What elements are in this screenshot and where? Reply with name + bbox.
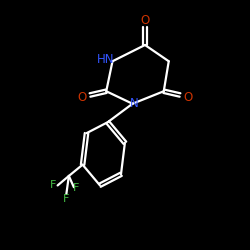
Text: O: O xyxy=(140,14,149,27)
Text: O: O xyxy=(78,91,87,104)
Text: F: F xyxy=(50,180,56,190)
Text: O: O xyxy=(183,91,192,104)
Text: HN: HN xyxy=(97,53,114,66)
Text: F: F xyxy=(63,194,70,204)
Text: N: N xyxy=(130,97,138,110)
Text: F: F xyxy=(73,184,80,194)
